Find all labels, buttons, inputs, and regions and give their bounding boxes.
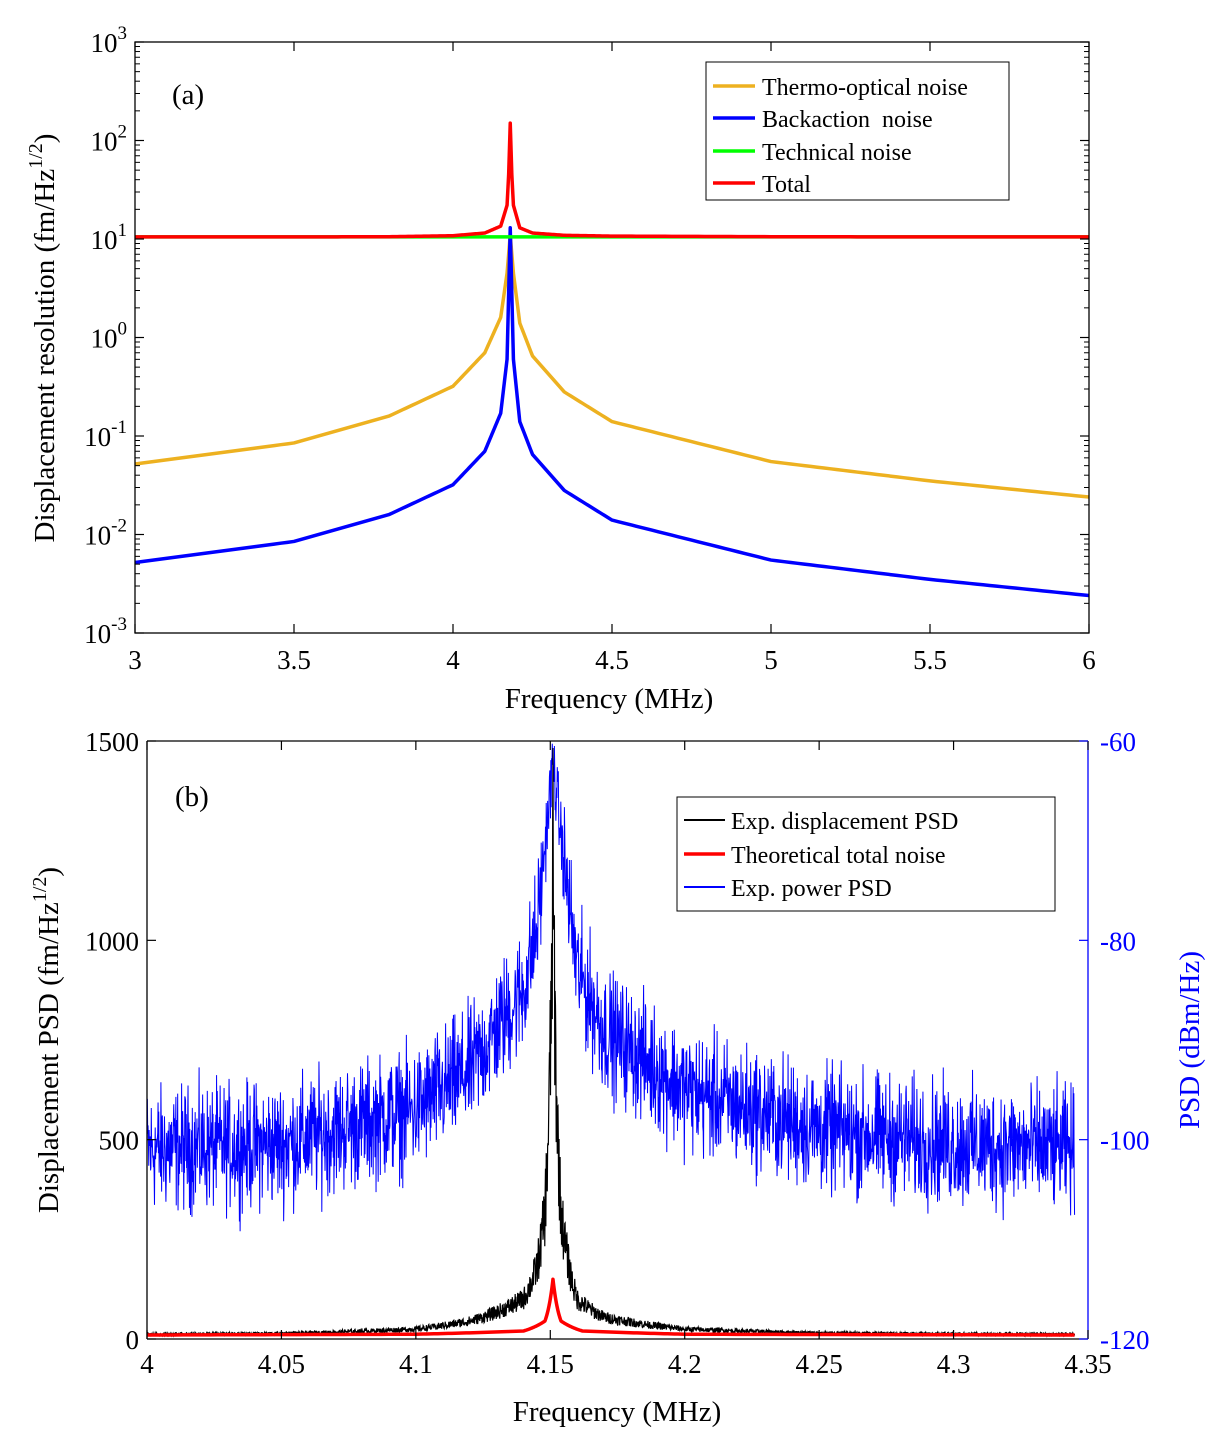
panel-a-label: (a) [172, 79, 204, 111]
a-x-tick-label: 5 [764, 645, 778, 675]
panel-b-right-y-ticks: -120 -100 -80 -60 [1079, 727, 1150, 1355]
b-x-tick-label: 4.15 [527, 1349, 574, 1379]
b-x-tick-label: 4.35 [1064, 1349, 1111, 1379]
panel-b-plot-area [147, 743, 1076, 1338]
legend-label-backaction: Backaction noise [762, 107, 933, 133]
a-x-tick-label: 3.5 [277, 645, 311, 675]
a-x-tick-label: 5.5 [913, 645, 947, 675]
panel-a: 3 3.5 4 4.5 5 5.5 6 10-3 10-2 10-1 100 101 102 103 (… [25, 23, 1096, 715]
panel-b-y-ticks: 0 500 1000 1500 [85, 727, 156, 1355]
b-y-tick-label: 1000 [85, 926, 139, 956]
panel-b-y-axis-label-superscript: 1/2 [29, 877, 51, 903]
panel-b-y-axis-label: Displacement PSD (fm/Hz1/2) [29, 867, 65, 1213]
a-y-tick-label: 103 [91, 23, 128, 58]
b-right-y-tick-label: -80 [1100, 926, 1136, 956]
series-theoretical-total [147, 1277, 1075, 1337]
b-x-tick-label: 4.05 [258, 1349, 305, 1379]
legend-label-thermo: Thermo-optical noise [762, 75, 968, 101]
b-y-tick-label: 0 [126, 1325, 140, 1355]
b-y-tick-label: 500 [99, 1126, 140, 1156]
series-backaction [135, 226, 1089, 598]
a-y-tick-label: 101 [91, 220, 128, 255]
legend-label-technical: Technical noise [762, 140, 912, 166]
b-x-tick-label: 4 [140, 1349, 154, 1379]
panel-b-legend: Exp. displacement PSD Theoretical total … [676, 796, 1056, 912]
series-exp-power [147, 743, 1076, 1232]
panel-a-y-axis-label: Displacement resolution (fm/Hz1/2) [25, 134, 61, 543]
legend-label-exp-power: Exp. power PSD [731, 876, 892, 902]
b-x-tick-label: 4.3 [937, 1349, 971, 1379]
legend-label-total: Total [762, 172, 811, 198]
panel-a-y-axis-label-main: Displacement resolution (fm/Hz [29, 169, 61, 543]
panel-a-legend: Thermo-optical noise Backaction noise Te… [705, 61, 1010, 201]
series-total [135, 121, 1089, 239]
a-y-tick-label: 10-3 [84, 614, 127, 649]
legend-label-exp-displacement: Exp. displacement PSD [731, 809, 958, 835]
a-y-tick-label: 100 [91, 319, 128, 354]
panel-a-y-ticks: 10-3 10-2 10-1 100 101 102 103 [84, 23, 1089, 649]
b-x-tick-label: 4.25 [796, 1349, 843, 1379]
a-x-tick-label: 3 [128, 645, 142, 675]
panel-a-legend-box [705, 61, 1010, 201]
panel-a-plot-area [135, 121, 1089, 598]
b-right-y-tick-label: -100 [1100, 1126, 1150, 1156]
panel-b-legend-box [676, 796, 1056, 912]
b-y-tick-label: 1500 [85, 727, 139, 757]
panel-b-y-axis-label-main: Displacement PSD (fm/Hz [33, 902, 65, 1213]
panel-a-x-axis-label: Frequency (MHz) [505, 683, 714, 715]
a-y-tick-label: 10-1 [84, 417, 127, 452]
panel-a-x-ticks: 3 3.5 4 4.5 5 5.5 6 [128, 42, 1096, 675]
b-x-tick-label: 4.1 [399, 1349, 433, 1379]
a-x-tick-label: 6 [1082, 645, 1096, 675]
b-x-tick-label: 4.2 [668, 1349, 702, 1379]
panel-b-label: (b) [175, 781, 209, 813]
panel-b-x-axis-label: Frequency (MHz) [513, 1396, 722, 1428]
panel-a-y-axis-label-superscript: 1/2 [25, 143, 47, 169]
panel-b: 4 4.05 4.1 4.15 4.2 4.25 4.3 4.35 050010001500 … [29, 727, 1206, 1428]
panel-b-y-axis-label-close: ) [33, 867, 65, 877]
b-right-y-tick-label: -120 [1100, 1325, 1150, 1355]
legend-label-theoretical-total: Theoretical total noise [731, 843, 946, 869]
a-x-tick-label: 4.5 [595, 645, 629, 675]
a-y-tick-label: 10-2 [84, 516, 127, 551]
panel-b-x-ticks: 4 4.05 4.1 4.15 4.2 4.25 4.3 4.35 [140, 741, 1112, 1379]
a-y-tick-label: 102 [91, 122, 128, 157]
panel-b-right-y-axis-label: PSD (dBm/Hz) [1174, 951, 1206, 1129]
a-x-tick-label: 4 [446, 645, 460, 675]
panel-a-y-axis-label-close: ) [29, 134, 61, 144]
b-right-y-tick-label: -60 [1100, 727, 1136, 757]
